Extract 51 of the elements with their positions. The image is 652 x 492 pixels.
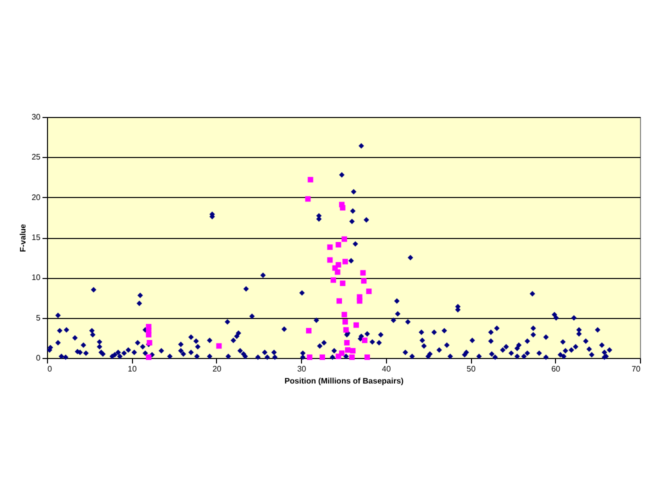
y-axis-title: F-value (18, 223, 28, 252)
point (216, 343, 222, 349)
y-tick-label: 0 (36, 354, 42, 362)
point (308, 176, 314, 182)
x-tick-label: 10 (128, 364, 138, 374)
y-tick-label: 5 (36, 313, 42, 322)
point (146, 354, 152, 360)
point (146, 332, 152, 338)
point (327, 244, 333, 250)
y-tick-label: 25 (32, 152, 42, 162)
point (327, 257, 333, 263)
point (364, 354, 370, 360)
x-tick-label: 40 (382, 364, 392, 374)
point (361, 278, 367, 284)
x-tick-label: 60 (551, 364, 561, 374)
point (336, 262, 342, 268)
point (344, 347, 350, 353)
point (340, 205, 346, 211)
point (339, 350, 345, 356)
point (353, 322, 359, 328)
point (305, 196, 311, 202)
point (342, 319, 348, 325)
point (366, 288, 372, 294)
y-tick-label: 10 (32, 273, 42, 282)
point (336, 242, 342, 248)
point (342, 236, 348, 242)
x-tick-label: 30 (297, 364, 307, 374)
point (334, 269, 340, 275)
point (336, 298, 342, 304)
point (350, 348, 356, 354)
x-tick-label: 20 (212, 364, 222, 374)
point (362, 338, 368, 344)
point (342, 312, 348, 318)
point (340, 280, 346, 286)
point (306, 354, 312, 360)
point (343, 327, 349, 333)
point (356, 294, 362, 300)
y-tick-label: 30 (32, 112, 42, 122)
y-tick-label: 20 (32, 192, 42, 202)
point (306, 328, 312, 334)
x-tick-label: 50 (466, 364, 476, 374)
x-axis-title: Position (Millions of Basepairs) (284, 376, 404, 386)
x-tick-label: 0 (48, 364, 52, 374)
point (349, 354, 355, 360)
point (342, 258, 348, 264)
point (344, 340, 350, 346)
point (330, 277, 336, 283)
y-tick-label: 15 (32, 233, 42, 242)
x-tick-label: 70 (632, 364, 642, 374)
point (360, 270, 366, 276)
point (320, 354, 326, 360)
